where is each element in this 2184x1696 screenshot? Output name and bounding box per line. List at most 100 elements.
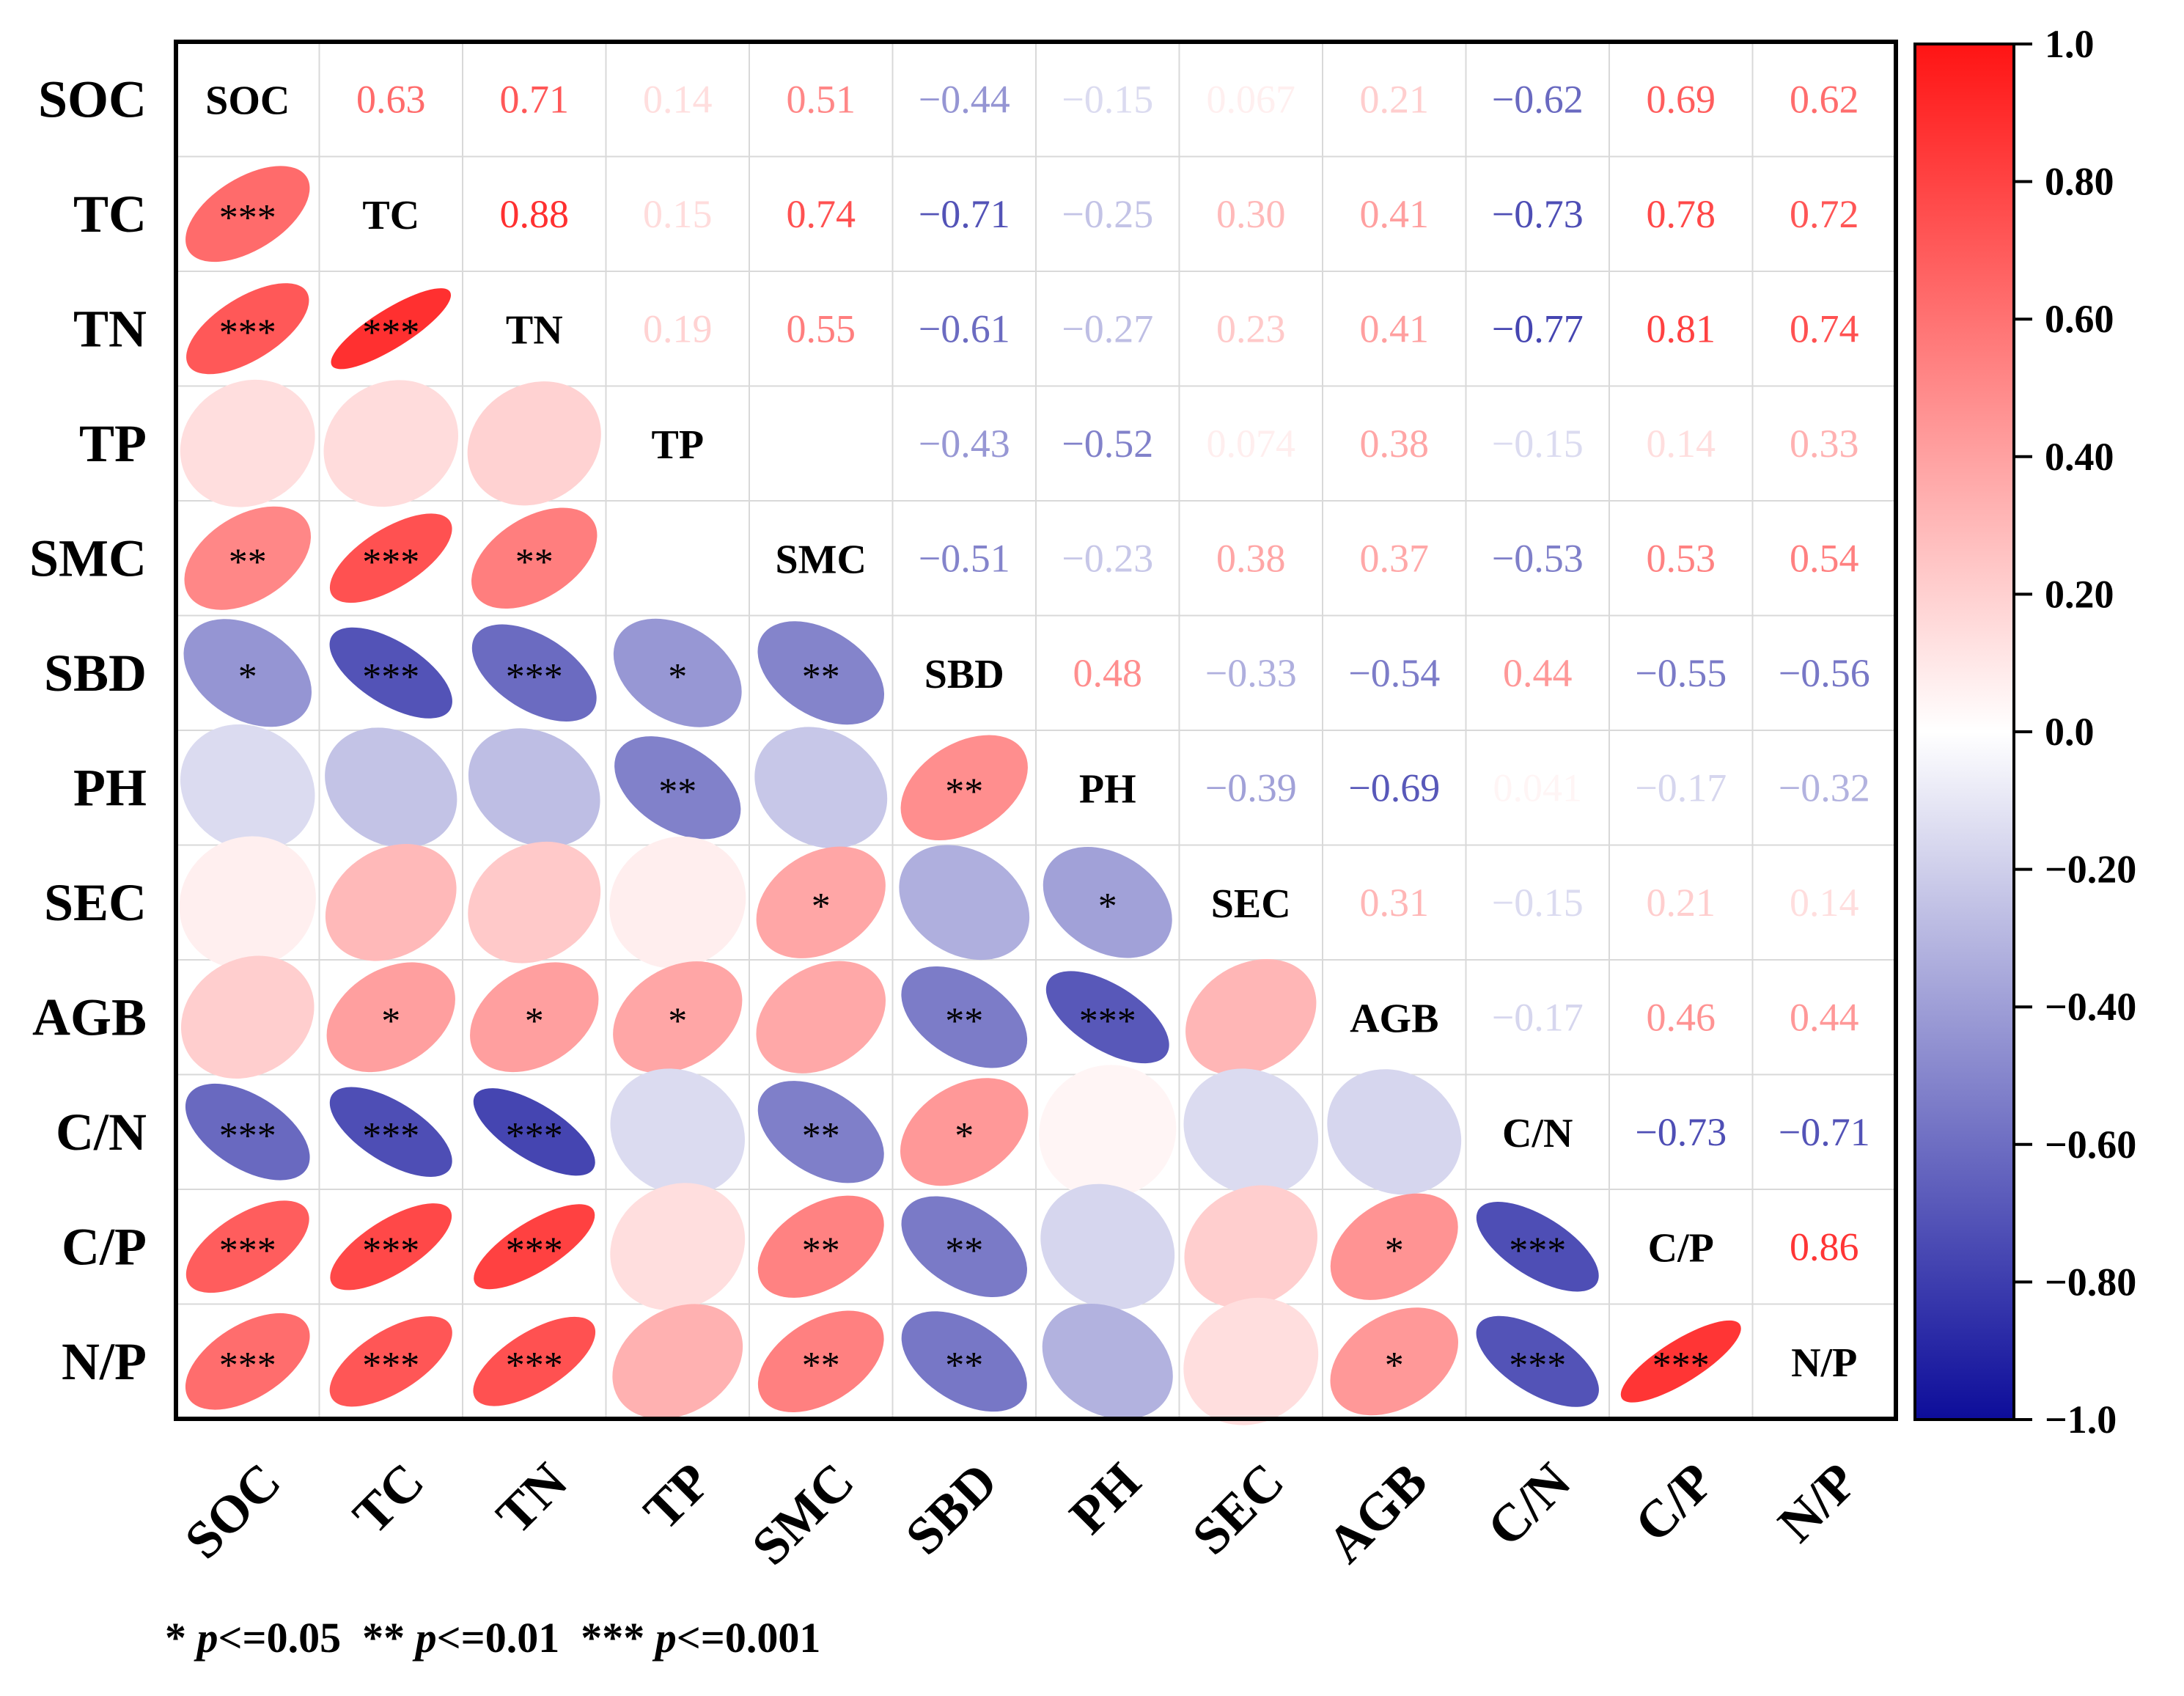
corr-value: 0.71 [500,77,570,121]
legend-p2: p [415,1614,437,1662]
significance-stars: * [1098,886,1117,928]
corr-value: 0.23 [1216,306,1286,350]
corr-ellipse [180,955,315,1079]
corr-value: −0.25 [1062,192,1153,236]
corr-ellipse [757,1081,884,1183]
corr-ellipse [1183,1068,1318,1196]
corr-value: 0.44 [1503,651,1573,695]
significance-stars: ** [945,1000,983,1042]
significance-stars: *** [506,1230,563,1271]
corr-ellipse [326,962,455,1073]
column-label: N/P [1767,1452,1869,1554]
corr-value: 0.15 [643,192,713,236]
corr-ellipse [179,836,316,969]
corr-ellipse [185,166,310,263]
diagonal-label: AGB [1350,996,1438,1041]
significance-stars: ** [802,656,840,698]
diagonal-label: SOC [205,78,290,123]
column-label: SBD [894,1452,1009,1566]
corr-ellipse [1040,1183,1175,1310]
colorbar-gradient [1913,43,2015,1421]
significance-stars: * [955,1115,974,1157]
significance-stars: * [381,1000,400,1042]
colorbar-tick-label: −0.20 [2045,848,2136,892]
corr-value: 0.14 [1647,422,1716,466]
significance-stars: *** [1652,1345,1710,1387]
corr-ellipse [325,844,457,961]
corr-ellipse [467,381,601,506]
corr-ellipse [1327,1069,1462,1195]
corr-ellipse [1045,971,1169,1064]
corr-ellipse [329,1087,452,1177]
significance-stars: * [238,656,257,698]
corr-ellipse [185,1200,309,1293]
corr-value: 0.41 [1360,192,1430,236]
row-label: AGB [32,988,147,1046]
significance-stars: * [668,1000,687,1042]
legend-text1: <=0.05 [218,1614,342,1662]
colorbar-tick-label: 1.0 [2045,22,2095,66]
significance-stars: ** [802,1115,840,1157]
corr-value: −0.33 [1205,651,1297,695]
diagonal-label: SBD [924,652,1004,697]
colorbar-tick-label: −1.0 [2045,1398,2117,1442]
significance-stars: *** [506,656,563,698]
corr-ellipse [468,728,600,848]
significance-stars: ** [658,771,696,812]
colorbar-tick-label: −0.40 [2045,985,2136,1029]
corr-value: −0.27 [1062,306,1153,350]
significance-stars: *** [219,312,276,353]
significance-stars: * [525,1000,544,1042]
significance-stars: *** [362,312,419,353]
corr-value: 0.31 [1360,881,1430,925]
diagonal-label: C/N [1502,1111,1573,1156]
corr-ellipse [613,618,742,727]
corr-ellipse [180,379,315,507]
corr-value: −0.71 [1779,1110,1870,1154]
corr-ellipse [1330,1307,1459,1416]
corr-ellipse [330,1203,452,1291]
colorbar-tick-label: 0.0 [2045,710,2095,754]
corr-value: −0.39 [1205,766,1297,810]
corr-ellipse [613,961,743,1073]
diagonal-label: SEC [1211,881,1291,927]
significance-stars: ** [802,1345,840,1387]
corr-value: 0.63 [356,77,426,121]
corr-ellipse [471,624,597,722]
significance-stars: ** [515,541,554,583]
corr-ellipse [1043,847,1172,958]
corr-value: −0.77 [1492,306,1584,350]
corr-ellipse [609,836,746,969]
significance-stars: *** [362,541,419,583]
corr-value: 0.14 [1790,881,1859,925]
significance-stars: *** [1079,1000,1136,1042]
corr-ellipse [757,1310,884,1412]
corr-ellipse [323,380,458,507]
corr-value: 0.067 [1207,77,1296,121]
corr-value: 0.54 [1790,536,1859,580]
legend-p1: p [196,1614,218,1662]
corr-value: 0.14 [643,77,713,121]
row-label: SMC [29,529,147,587]
column-label: C/P [1623,1452,1725,1554]
corr-ellipse [610,1068,745,1196]
column-label: SEC [1181,1452,1295,1566]
corr-value: −0.69 [1348,766,1440,810]
significance-stars: ** [945,1345,983,1387]
corr-ellipse [1330,1193,1458,1300]
cell-text-layer: SOC 0.63 0.71 0.14 0.51 −0.44 −0.15 0.067 0.21 −0… [205,77,1870,1387]
corr-ellipse [1620,1320,1741,1403]
column-label: AGB [1316,1452,1438,1574]
corr-value: 0.74 [1790,306,1859,350]
corr-value: −0.32 [1779,766,1870,810]
row-label: C/N [56,1103,147,1161]
column-label: TP [633,1452,722,1541]
corr-ellipse [473,1316,596,1406]
column-label: SMC [740,1452,865,1576]
corr-ellipse [184,506,312,610]
corr-value: 0.21 [1647,881,1716,925]
corr-value: 0.33 [1790,422,1859,466]
significance-stars: ** [229,541,267,583]
corr-ellipse [468,841,601,963]
corr-ellipse [901,1311,1027,1412]
